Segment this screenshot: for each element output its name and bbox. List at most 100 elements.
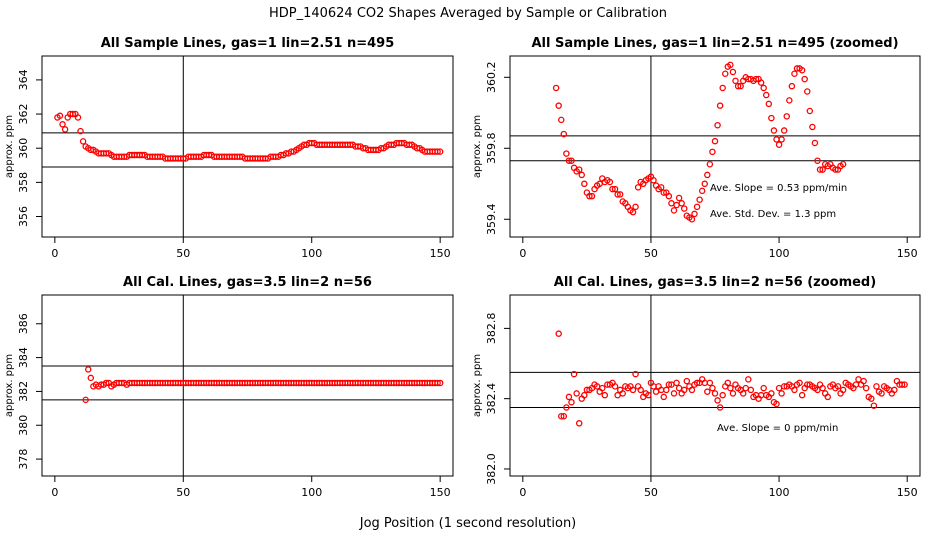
- data-point: [568, 398, 575, 406]
- data-point: [773, 400, 780, 408]
- data-point: [788, 82, 796, 90]
- y-tick-label: 358: [17, 172, 30, 193]
- data-point: [69, 110, 77, 118]
- data-point: [798, 391, 806, 399]
- x-tick-label: 150: [430, 247, 451, 260]
- x-tick-label: 0: [519, 247, 526, 260]
- data-point: [742, 384, 750, 392]
- data-point: [678, 200, 685, 207]
- data-point: [775, 141, 783, 148]
- data-point: [565, 393, 573, 401]
- x-tick-label: 100: [769, 247, 790, 260]
- data-point: [77, 127, 84, 135]
- data-point: [683, 377, 691, 385]
- chart-title: All Sample Lines, gas=1 lin=2.51 n=495 (…: [531, 36, 898, 51]
- x-tick-label: 100: [769, 486, 790, 499]
- plot-frame: [41, 55, 454, 238]
- data-point: [84, 366, 92, 373]
- data-point: [804, 88, 811, 95]
- data-point: [868, 395, 875, 402]
- data-point: [681, 386, 688, 394]
- chart-title: All Sample Lines, gas=1 lin=2.51 n=495: [101, 36, 395, 51]
- data-point: [606, 178, 614, 186]
- x-tick-label: 50: [644, 247, 658, 260]
- data-point: [716, 102, 724, 109]
- x-tick-label: 0: [51, 247, 58, 260]
- data-point: [727, 61, 734, 69]
- data-point: [701, 180, 709, 188]
- data-point: [870, 402, 878, 409]
- data-point: [102, 379, 110, 387]
- data-point: [434, 148, 441, 155]
- x-tick-label: 50: [644, 486, 658, 499]
- data-point: [645, 391, 652, 399]
- data-point: [588, 192, 596, 200]
- plot-frame: [41, 294, 454, 477]
- data-point: [614, 391, 621, 399]
- data-point: [739, 390, 747, 397]
- data-point: [675, 194, 683, 202]
- data-point: [563, 150, 570, 157]
- data-point: [634, 184, 642, 191]
- data-point: [74, 114, 82, 121]
- data-point: [568, 157, 575, 164]
- data-point: [629, 386, 637, 394]
- data-point: [711, 137, 719, 145]
- data-point: [611, 383, 619, 390]
- data-point: [59, 121, 66, 128]
- y-axis-label: approx. ppm: [472, 115, 483, 178]
- data-point: [791, 386, 798, 394]
- data-point: [765, 100, 773, 108]
- data-point: [552, 84, 560, 92]
- data-point: [729, 68, 737, 76]
- x-tick-label: 150: [430, 486, 451, 499]
- data-point: [436, 148, 444, 155]
- data-point: [665, 192, 673, 200]
- data-point: [839, 386, 847, 394]
- data-point: [768, 114, 775, 122]
- data-point: [599, 384, 606, 392]
- data-point: [760, 84, 767, 92]
- data-point: [722, 70, 729, 77]
- data-point: [809, 123, 816, 131]
- data-point: [783, 113, 791, 120]
- data-point: [56, 112, 64, 120]
- data-point: [619, 390, 627, 397]
- data-point: [560, 413, 568, 420]
- data-point: [663, 386, 670, 394]
- data-point: [688, 216, 696, 223]
- data-point: [898, 381, 906, 388]
- data-point: [691, 210, 698, 218]
- data-point: [757, 79, 765, 86]
- data-point: [632, 203, 639, 211]
- data-point: [573, 390, 580, 397]
- chart-panel-p3: All Cal. Lines, gas=3.5 lin=2 n=56 0 50 100…: [4, 275, 454, 499]
- data-point: [824, 393, 832, 401]
- data-point: [660, 393, 668, 401]
- data-point: [632, 370, 639, 378]
- data-point: [873, 383, 880, 390]
- data-point: [650, 176, 657, 184]
- data-point: [716, 404, 724, 411]
- data-point: [87, 374, 95, 382]
- data-point: [770, 127, 778, 134]
- data-point: [704, 388, 711, 395]
- data-point: [737, 82, 744, 90]
- data-point: [834, 383, 842, 390]
- figure-x-axis-label: Jog Position (1 second resolution): [359, 516, 577, 531]
- data-point: [609, 185, 616, 193]
- data-point: [706, 160, 714, 168]
- data-point: [660, 189, 668, 196]
- chart-panel-p1: All Sample Lines, gas=1 lin=2.51 n=495 0 5…: [4, 36, 454, 260]
- annotation-text: Ave. Std. Dev. = 1.3 ppm: [710, 209, 836, 220]
- data-point: [673, 379, 680, 387]
- x-tick-label: 0: [519, 486, 526, 499]
- data-point: [806, 107, 814, 115]
- data-point: [832, 166, 839, 173]
- data-point: [704, 171, 711, 179]
- data-point: [780, 127, 788, 134]
- data-point: [555, 102, 562, 109]
- data-point: [79, 138, 87, 145]
- x-tick-label: 100: [301, 486, 322, 499]
